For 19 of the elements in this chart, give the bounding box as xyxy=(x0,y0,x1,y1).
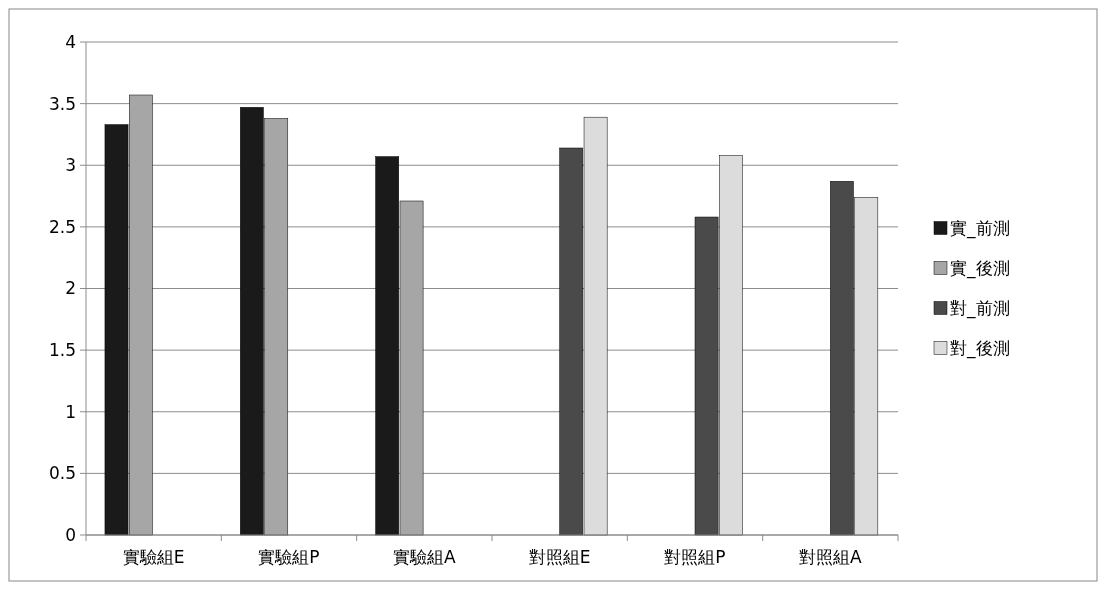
y-tick-label: 2 xyxy=(65,278,76,299)
y-tick-label: 4 xyxy=(65,31,76,52)
y-tick-label: 1.5 xyxy=(48,340,76,361)
legend-label: 實_前測 xyxy=(950,218,1010,240)
legend-label: 對_後測 xyxy=(950,338,1010,360)
y-tick-label: 3 xyxy=(65,155,76,176)
y-tick-label: 2.5 xyxy=(48,216,76,237)
legend-label: 對_前測 xyxy=(950,298,1010,320)
x-tick-label: 實驗組A xyxy=(393,547,457,567)
x-tick-label: 對照組E xyxy=(528,547,591,567)
y-tick-label: 0 xyxy=(65,524,76,545)
x-tick-label: 對照組P xyxy=(664,547,726,567)
x-tick-label: 實驗組P xyxy=(258,547,320,567)
y-tick-label: 0.5 xyxy=(48,463,76,484)
y-tick-label: 3.5 xyxy=(48,93,76,114)
x-tick-label: 對照組A xyxy=(799,547,863,567)
x-tick-label: 實驗組E xyxy=(122,547,185,567)
y-tick-label: 1 xyxy=(65,401,76,422)
legend-label: 實_後測 xyxy=(950,258,1010,280)
